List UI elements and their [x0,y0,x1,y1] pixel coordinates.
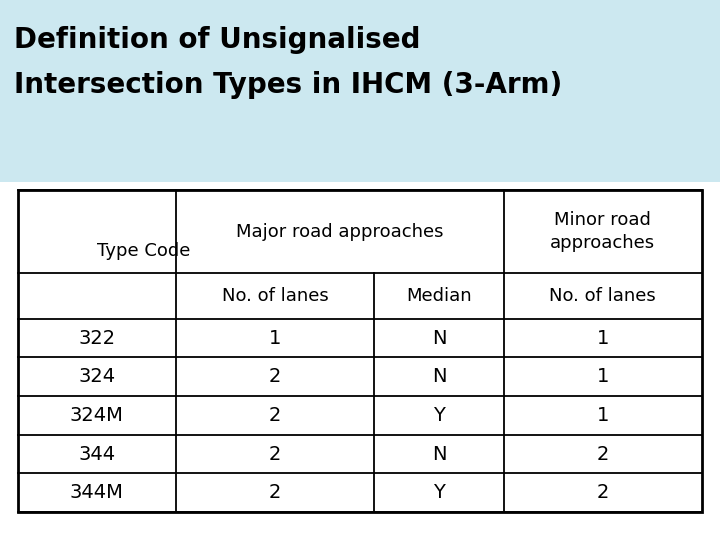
Text: 1: 1 [597,406,609,425]
Text: 2: 2 [269,444,282,463]
Text: N: N [432,329,446,348]
Text: N: N [432,367,446,386]
Text: No. of lanes: No. of lanes [549,287,656,305]
Text: 2: 2 [269,483,282,502]
Text: 322: 322 [78,329,115,348]
Bar [18,190,702,512]
Text: 344M: 344M [70,483,124,502]
Text: Intersection Types in IHCM (3-Arm): Intersection Types in IHCM (3-Arm) [14,71,562,99]
Text: Y: Y [433,483,445,502]
Text: Y: Y [433,406,445,425]
Text: 2: 2 [597,444,609,463]
Text: N: N [432,444,446,463]
Text: No. of lanes: No. of lanes [222,287,328,305]
Text: 324: 324 [78,367,115,386]
Text: Type Code: Type Code [97,242,190,260]
Text: 324M: 324M [70,406,124,425]
Text: Major road approaches: Major road approaches [236,222,444,241]
Text: 2: 2 [269,367,282,386]
Text: Median: Median [406,287,472,305]
Text: 2: 2 [597,483,609,502]
Text: 1: 1 [269,329,282,348]
Text: Minor road
approaches: Minor road approaches [550,211,655,252]
Bar [18,190,702,512]
Text: Definition of Unsignalised: Definition of Unsignalised [14,26,420,54]
Text: 1: 1 [597,329,609,348]
Bar [0,0,720,182]
Text: 1: 1 [597,367,609,386]
Text: 344: 344 [78,444,115,463]
Text: 2: 2 [269,406,282,425]
